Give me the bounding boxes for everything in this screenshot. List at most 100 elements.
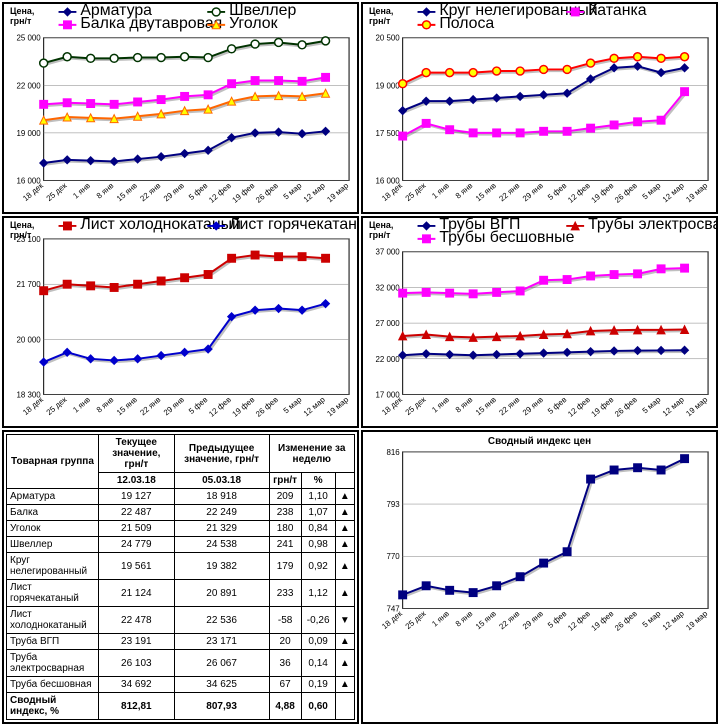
x-tick: 5 фев bbox=[546, 395, 568, 416]
x-tick: 5 мар bbox=[641, 395, 663, 416]
table-cell: 19 382 bbox=[174, 553, 269, 580]
table-cell: ▲ bbox=[335, 489, 354, 505]
table-cell: ▲ bbox=[335, 521, 354, 537]
x-tick: 19 фев bbox=[590, 610, 616, 634]
table-cell: 22 536 bbox=[174, 607, 269, 634]
legend-item: Полоса bbox=[439, 15, 494, 32]
x-tick: 19 фев bbox=[231, 395, 257, 419]
x-tick: 15 янв bbox=[474, 181, 498, 203]
x-tick: 26 фев bbox=[254, 181, 280, 205]
x-tick: 5 фев bbox=[546, 181, 568, 202]
table-cell: 24 538 bbox=[174, 537, 269, 553]
chart-panel-3: Цена,грн/тЛист холоднокатаныйЛист горяче… bbox=[2, 216, 359, 428]
table-cell: ▼ bbox=[335, 607, 354, 634]
x-tick: 12 мар bbox=[661, 609, 687, 633]
x-tick: 19 мар bbox=[325, 395, 351, 419]
x-tick: 5 фев bbox=[187, 395, 209, 416]
x-tick: 8 янв bbox=[454, 395, 475, 414]
y-axis-label: Цена, bbox=[10, 6, 34, 16]
table-cell: Уголок bbox=[7, 521, 99, 537]
x-tick: 1 янв bbox=[430, 395, 451, 414]
table-cell: 67 bbox=[269, 677, 301, 693]
y-tick: 23 100 bbox=[16, 235, 41, 244]
table-cell: Труба бесшовная bbox=[7, 677, 99, 693]
x-tick: 5 мар bbox=[641, 181, 663, 202]
legend-item: Балка двутавровая bbox=[80, 15, 222, 32]
table-cell: 180 bbox=[269, 521, 301, 537]
x-tick: 29 янв bbox=[162, 395, 186, 417]
th-date2: 05.03.18 bbox=[174, 473, 269, 489]
table-cell: 34 625 bbox=[174, 677, 269, 693]
table-cell: ▲ bbox=[335, 650, 354, 677]
x-tick: 25 дек bbox=[404, 609, 428, 631]
y-tick: 32 000 bbox=[375, 284, 400, 293]
x-tick: 1 янв bbox=[430, 181, 451, 200]
table-cell: -0,26 bbox=[301, 607, 335, 634]
table-cell: 807,93 bbox=[174, 693, 269, 720]
table-cell: Лист холоднокатаный bbox=[7, 607, 99, 634]
x-tick: 19 фев bbox=[231, 181, 257, 205]
table-cell: 812,81 bbox=[98, 693, 174, 720]
x-tick: 19 фев bbox=[590, 395, 616, 419]
x-tick: 22 янв bbox=[138, 181, 162, 203]
y-axis-label-2: грн/т bbox=[10, 16, 32, 26]
table-cell: 1,07 bbox=[301, 505, 335, 521]
table-cell: 23 191 bbox=[98, 634, 174, 650]
table-row: Труба электросварная26 10326 067360,14▲ bbox=[7, 650, 355, 677]
x-tick: 29 янв bbox=[521, 395, 545, 417]
legend-item: Катанка bbox=[588, 4, 647, 19]
y-tick: 793 bbox=[386, 500, 400, 509]
x-tick: 12 фев bbox=[566, 395, 592, 419]
y-axis-label-2: грн/т bbox=[369, 16, 391, 26]
x-tick: 8 янв bbox=[95, 181, 116, 200]
th-sub1: грн/т bbox=[269, 473, 301, 489]
x-tick: 29 янв bbox=[162, 181, 186, 203]
x-tick: 22 янв bbox=[497, 181, 521, 203]
y-axis-label-2: грн/т bbox=[369, 230, 391, 240]
table-cell: 241 bbox=[269, 537, 301, 553]
data-table: Товарная группаТекущее значение, грн/тПр… bbox=[6, 434, 355, 720]
y-tick: 19 000 bbox=[375, 81, 400, 90]
x-tick: 15 янв bbox=[115, 395, 139, 417]
x-tick: 25 дек bbox=[45, 395, 69, 417]
x-tick: 12 мар bbox=[661, 395, 687, 419]
x-tick: 12 фев bbox=[566, 181, 592, 205]
th-date1: 12.03.18 bbox=[98, 473, 174, 489]
x-tick: 19 мар bbox=[684, 609, 710, 633]
x-tick: 26 фев bbox=[254, 395, 280, 419]
table-cell: 22 249 bbox=[174, 505, 269, 521]
table-cell: 26 103 bbox=[98, 650, 174, 677]
table-cell: 36 bbox=[269, 650, 301, 677]
table-cell: 0,84 bbox=[301, 521, 335, 537]
y-tick: 19 000 bbox=[16, 129, 41, 138]
table-cell: Арматура bbox=[7, 489, 99, 505]
table-cell: 0,92 bbox=[301, 553, 335, 580]
table-cell: 0,09 bbox=[301, 634, 335, 650]
table-row: Арматура19 12718 9182091,10▲ bbox=[7, 489, 355, 505]
y-tick: 27 000 bbox=[375, 319, 400, 328]
x-tick: 26 фев bbox=[613, 395, 639, 419]
chart-panel-1: Цена,грн/тАрматураШвеллерБалка двутавров… bbox=[2, 2, 359, 214]
x-tick: 5 фев bbox=[546, 610, 568, 631]
th-change: Изменение за неделю bbox=[269, 435, 354, 473]
legend-item: Трубы электросварные bbox=[588, 218, 716, 233]
table-cell: 22 487 bbox=[98, 505, 174, 521]
table-row: Швеллер24 77924 5382410,98▲ bbox=[7, 537, 355, 553]
x-tick: 8 янв bbox=[95, 395, 116, 414]
table-cell: 0,14 bbox=[301, 650, 335, 677]
y-tick: 25 000 bbox=[16, 34, 41, 43]
y-tick: 20 500 bbox=[375, 34, 400, 43]
table-cell: 0,60 bbox=[301, 693, 335, 720]
table-cell: ▲ bbox=[335, 505, 354, 521]
y-axis-label: Цена, bbox=[10, 220, 34, 230]
table-cell: 4,88 bbox=[269, 693, 301, 720]
table-cell: Сводный индекс, % bbox=[7, 693, 99, 720]
table-cell: ▲ bbox=[335, 580, 354, 607]
chart-title: Сводный индекс цен bbox=[488, 436, 591, 447]
legend-item: Уголок bbox=[229, 15, 279, 32]
table-cell: Круг нелегированный bbox=[7, 553, 99, 580]
x-tick: 12 фев bbox=[207, 395, 233, 419]
table-cell: 19 127 bbox=[98, 489, 174, 505]
table-row: Лист горячекатаный21 12420 8912331,12▲ bbox=[7, 580, 355, 607]
x-tick: 8 янв bbox=[454, 610, 475, 629]
